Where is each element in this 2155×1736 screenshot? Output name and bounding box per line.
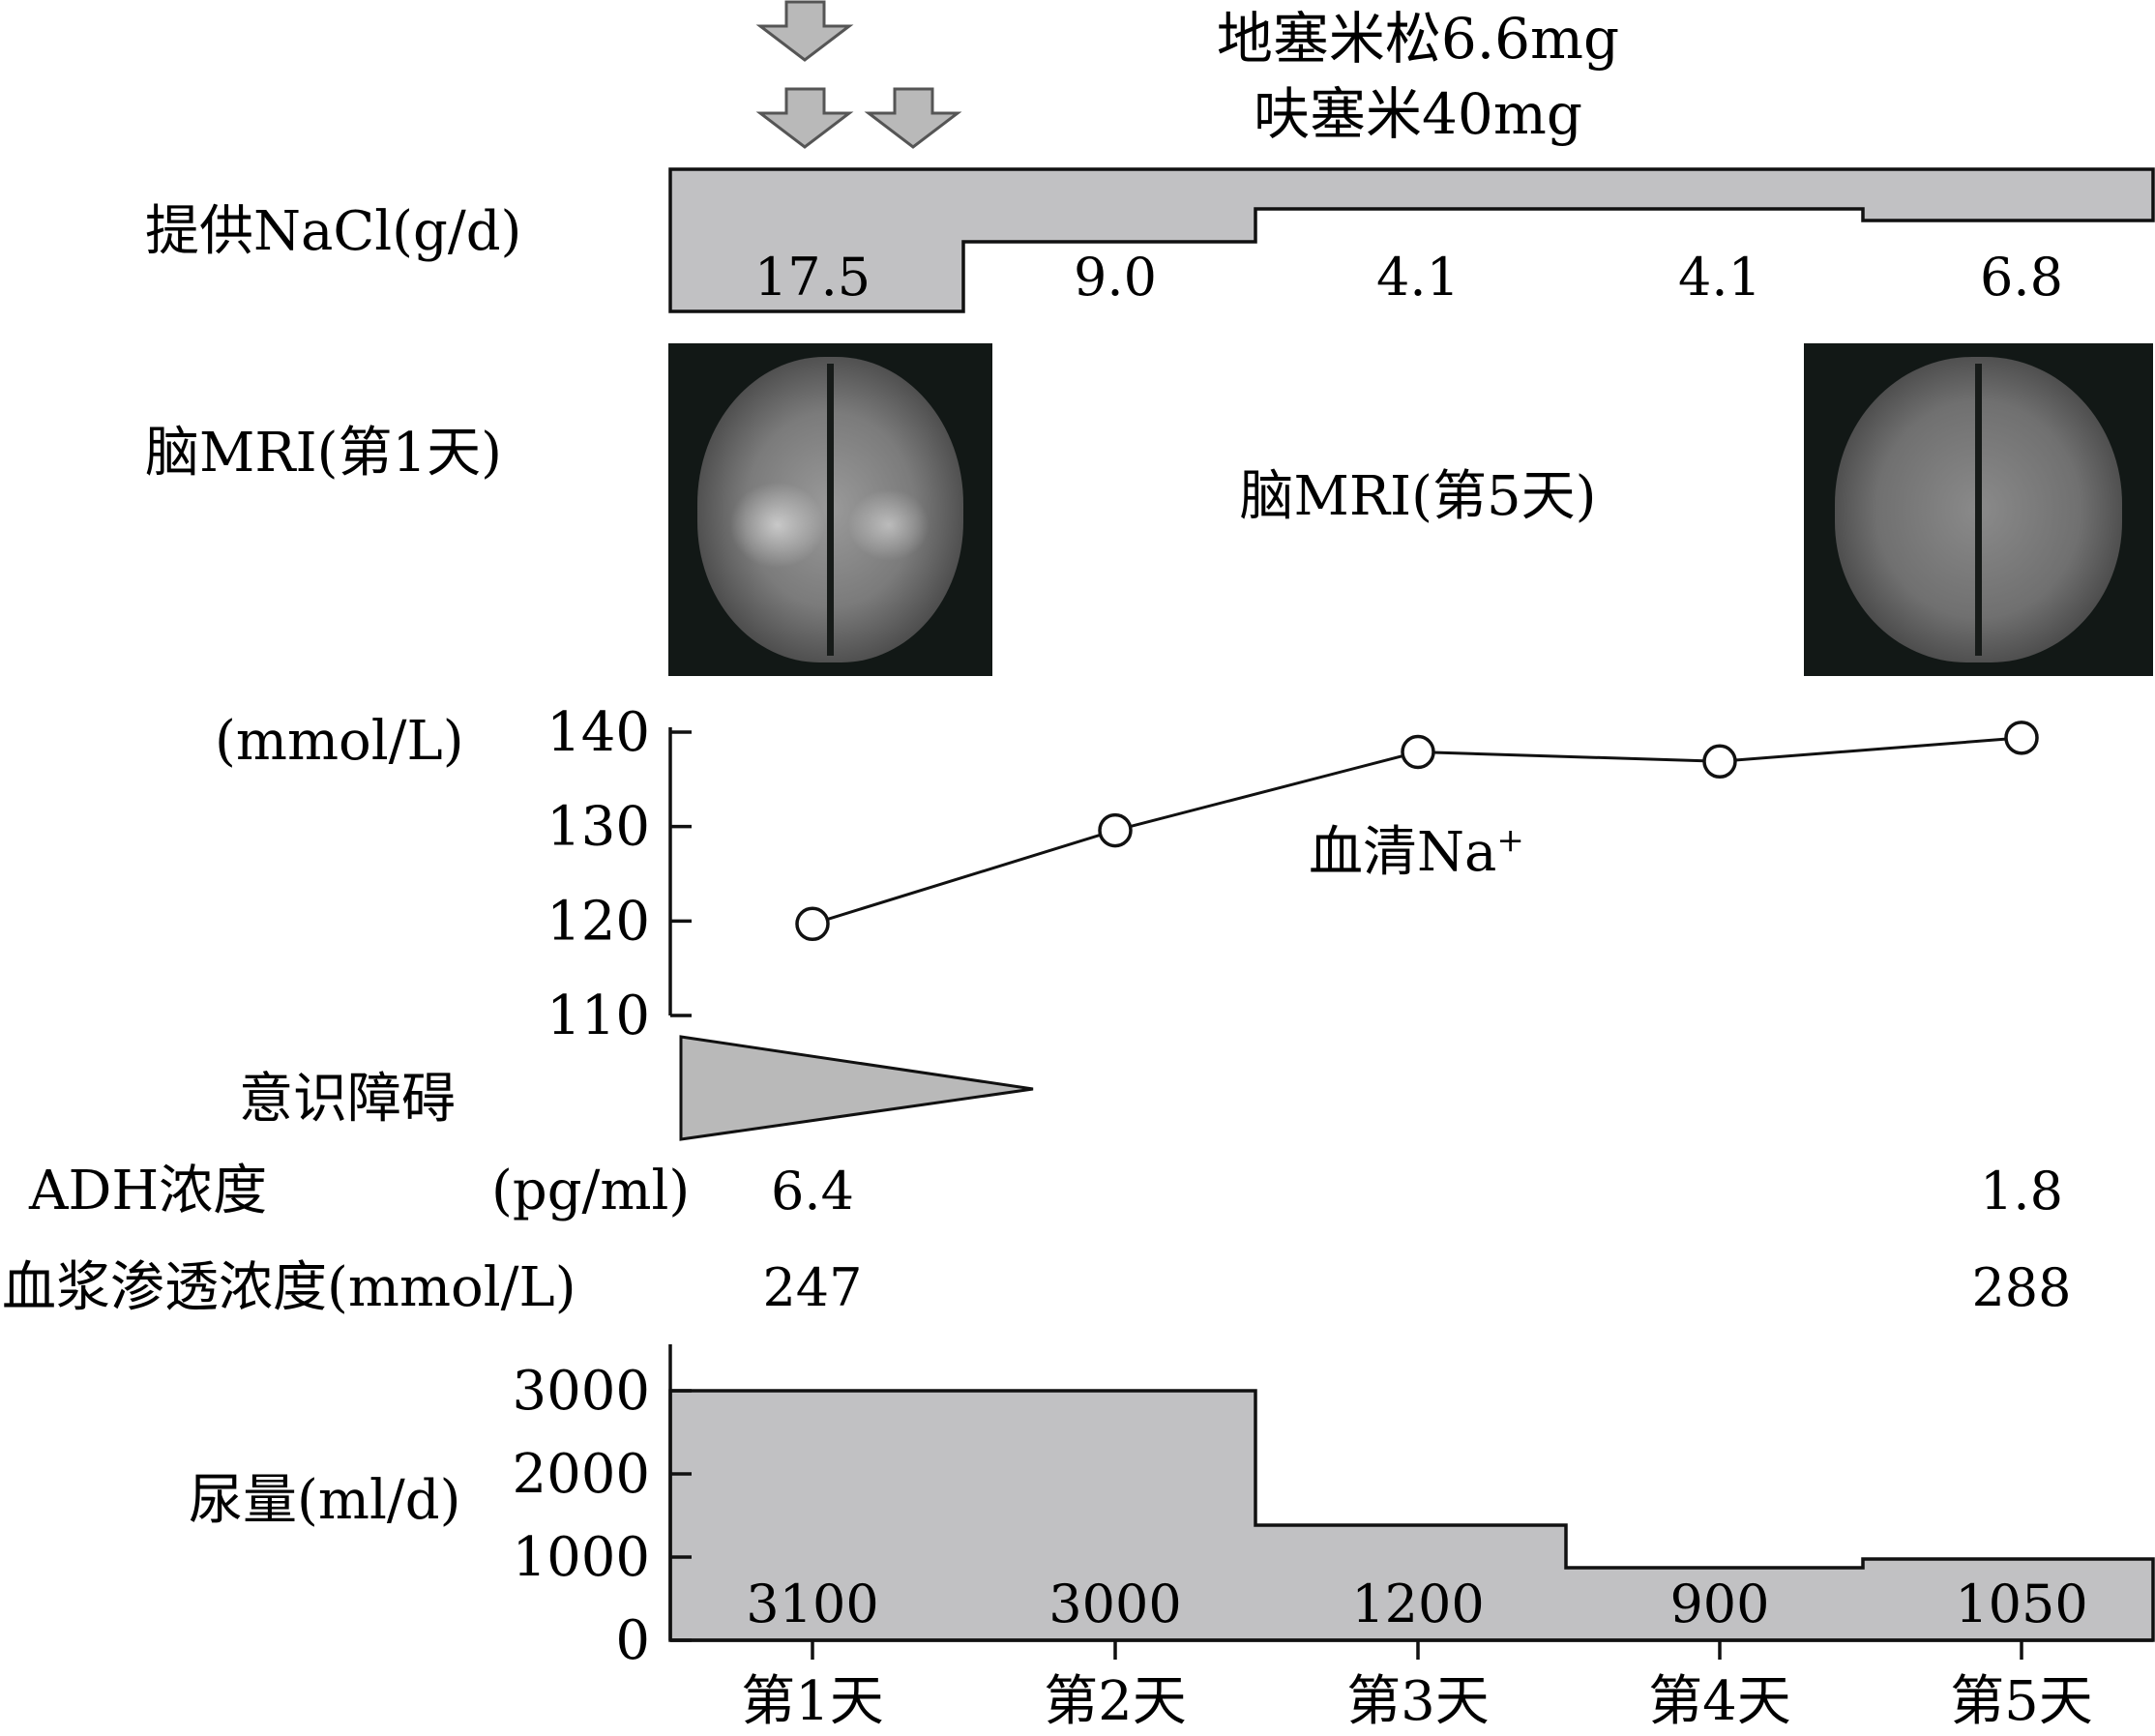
nacl-value: 4.1 xyxy=(1678,247,1761,308)
urine-value: 3100 xyxy=(746,1574,878,1634)
serum-na-series-label: 血清Na+ xyxy=(1309,821,1524,884)
na-tick-label: 140 xyxy=(546,701,650,764)
adh-unit-label: (pg/ml) xyxy=(491,1160,690,1222)
serum-na-point xyxy=(1401,734,1435,770)
osmolality-values: 247 288 xyxy=(762,1257,2071,1318)
adh-values: 6.4 1.8 xyxy=(771,1161,2063,1221)
na-unit-label: (mmol/L) xyxy=(215,710,464,773)
arrow-down-icon xyxy=(864,87,962,149)
adh-value: 6.4 xyxy=(771,1161,854,1221)
arrow-down-icon xyxy=(755,87,854,149)
mri-day5-label: 脑MRI(第5天) xyxy=(1240,465,1597,528)
furosemide-label: 呋塞米40mg xyxy=(1254,81,1582,147)
mri-image-day5 xyxy=(1804,343,2153,676)
consciousness-label: 意识障碍 xyxy=(239,1068,456,1131)
urine-ticks: 0 1000 2000 3000 xyxy=(512,1360,692,1672)
nacl-values: 17.5 9.0 4.1 4.1 6.8 xyxy=(754,247,2063,308)
nacl-value: 9.0 xyxy=(1074,247,1157,308)
x-tick-label: 第4天 xyxy=(1648,1670,1791,1733)
osmolality-label: 血浆渗透浓度(mmol/L) xyxy=(2,1256,576,1319)
osmolality-value: 247 xyxy=(762,1257,862,1318)
urine-tick-label: 2000 xyxy=(512,1443,650,1506)
na-tick-label: 130 xyxy=(546,796,650,859)
urine-label: 尿量(ml/d) xyxy=(189,1469,460,1532)
nacl-value: 6.8 xyxy=(1980,247,2063,308)
nacl-band xyxy=(668,167,2155,313)
mri-image-day1 xyxy=(668,343,992,676)
adh-label: ADH浓度 xyxy=(28,1160,267,1222)
nacl-value: 17.5 xyxy=(754,247,871,308)
treatment-arrows xyxy=(755,0,962,149)
x-tick-label: 第3天 xyxy=(1346,1670,1490,1733)
urine-value: 1050 xyxy=(1955,1574,2087,1634)
urine-value: 3000 xyxy=(1048,1574,1181,1634)
x-axis-ticks: 第1天 第2天 第3天 第4天 第5天 xyxy=(741,1640,2093,1733)
urine-tick-label: 0 xyxy=(615,1609,650,1672)
urine-value: 900 xyxy=(1669,1574,1769,1634)
adh-value: 1.8 xyxy=(1980,1161,2063,1221)
na-tick-label: 120 xyxy=(546,890,650,953)
consciousness-wedge xyxy=(679,1035,1034,1141)
dexamethasone-label: 地塞米松6.6mg xyxy=(1217,6,1619,72)
urine-tick-label: 3000 xyxy=(512,1360,650,1423)
urine-values: 3100 3000 1200 900 1050 xyxy=(746,1574,2087,1634)
osmolality-value: 288 xyxy=(1971,1257,2071,1318)
urine-value: 1200 xyxy=(1351,1574,1484,1634)
urine-tick-label: 1000 xyxy=(512,1526,650,1589)
na-tick-label: 110 xyxy=(546,985,650,1047)
serum-na-point xyxy=(1098,812,1133,848)
x-tick-label: 第1天 xyxy=(741,1670,884,1733)
mri-day1-label: 脑MRI(第1天) xyxy=(145,422,502,485)
serum-na-points xyxy=(795,721,2039,942)
x-tick-label: 第5天 xyxy=(1950,1670,2093,1733)
serum-na-point xyxy=(2004,721,2039,755)
serum-na-point xyxy=(1702,744,1737,780)
nacl-value: 4.1 xyxy=(1376,247,1460,308)
na-ticks: 110 120 130 140 xyxy=(546,701,692,1047)
x-tick-label: 第2天 xyxy=(1044,1670,1187,1733)
serum-na-point xyxy=(795,906,830,942)
nacl-label: 提供NaCl(g/d) xyxy=(145,200,521,263)
arrow-down-icon xyxy=(755,0,854,62)
